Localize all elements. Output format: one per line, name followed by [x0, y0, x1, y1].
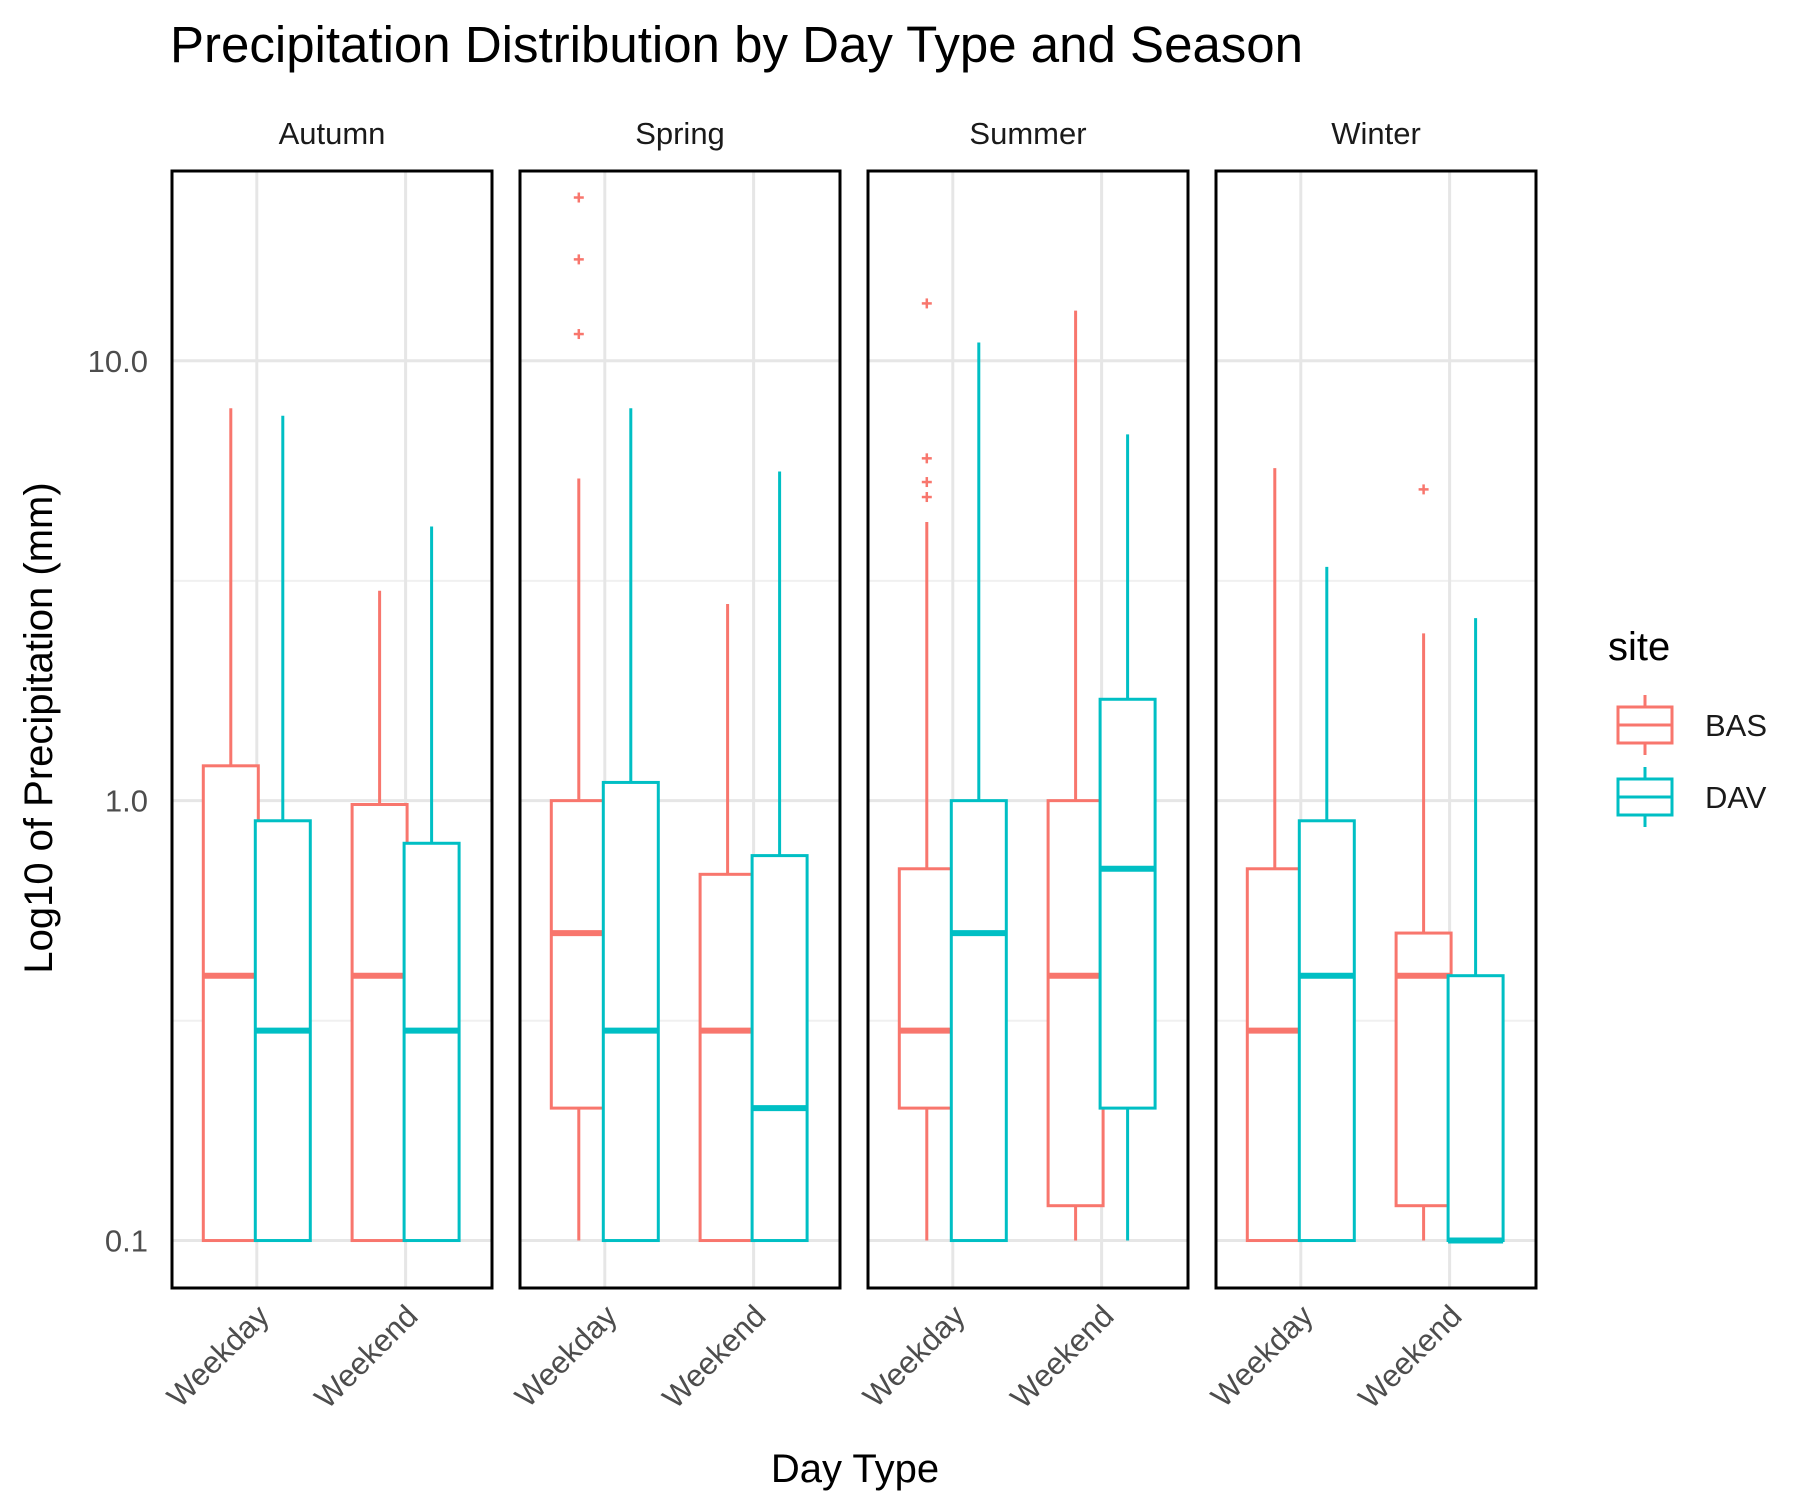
iqr-box	[201, 764, 260, 1243]
x-tick-label: Weekday	[856, 1298, 972, 1414]
box-dav-weekend	[750, 471, 809, 1243]
outlier-point	[921, 453, 932, 464]
iqr-box	[549, 799, 608, 1110]
x-tick-label: Weekday	[508, 1298, 624, 1414]
x-axis-label: Day Type	[771, 1447, 939, 1491]
y-tick-label: 1.0	[105, 784, 148, 819]
x-tick-label: Weekend	[1352, 1298, 1469, 1415]
iqr-box	[698, 872, 757, 1243]
box-bas-weekend	[1394, 484, 1453, 1241]
iqr-box	[1297, 819, 1356, 1243]
box-dav-weekend	[1446, 618, 1505, 1244]
panel-border	[170, 169, 494, 1290]
facet-label: Autumn	[279, 116, 386, 151]
iqr-box	[1098, 697, 1157, 1110]
outlier-point	[573, 329, 584, 340]
legend: site BAS DAV	[1608, 625, 1767, 827]
panel-border	[518, 169, 842, 1290]
y-tick-label: 10.0	[88, 344, 148, 379]
y-axis-label: Log10 of Precipitation (mm)	[17, 482, 61, 973]
facet-panel-winter: Winter Weekday Weekend	[1204, 116, 1538, 1415]
box-dav-weekday	[253, 415, 312, 1243]
outlier-point	[573, 192, 584, 203]
chart-title: Precipitation Distribution by Day Type a…	[170, 16, 1303, 73]
legend-title: site	[1608, 625, 1670, 669]
box-bas-weekend	[698, 603, 757, 1243]
outlier-point	[921, 492, 932, 503]
box-bas-weekday	[897, 298, 956, 1241]
legend-label: BAS	[1705, 708, 1767, 743]
box-bas-weekday	[201, 408, 260, 1243]
x-tick-label: Weekend	[656, 1298, 773, 1415]
facet-label: Summer	[969, 116, 1086, 151]
iqr-box	[350, 803, 409, 1243]
iqr-box	[897, 867, 956, 1110]
facets-layer: 0.1 1.0 10.0 Autumn Weekday Weekend Spring Week…	[88, 116, 1538, 1415]
legend-item-dav: DAV	[1616, 767, 1767, 827]
outlier-point	[573, 254, 584, 265]
outlier-point	[921, 298, 932, 309]
facet-label: Winter	[1331, 116, 1421, 151]
box-bas-weekday	[1245, 468, 1304, 1243]
iqr-box	[402, 841, 461, 1243]
facet-panel-autumn: Autumn Weekday Weekend	[160, 116, 494, 1415]
x-tick-label: Weekend	[1004, 1298, 1121, 1415]
iqr-box	[1245, 867, 1304, 1243]
box-bas-weekday	[549, 192, 608, 1241]
iqr-box	[1046, 799, 1105, 1208]
facet-panel-spring: Spring Weekday Weekend	[508, 116, 842, 1415]
x-tick-label: Weekday	[1204, 1298, 1320, 1414]
iqr-box	[601, 780, 660, 1243]
x-tick-label: Weekday	[160, 1298, 276, 1414]
facet-panel-summer: Summer Weekday Weekend	[856, 116, 1190, 1415]
box-dav-weekday	[601, 408, 660, 1243]
box-bas-weekend	[350, 590, 409, 1243]
legend-item-bas: BAS	[1616, 695, 1767, 755]
y-tick-label: 0.1	[105, 1224, 148, 1259]
outlier-point	[921, 477, 932, 488]
box-bas-weekend	[1046, 310, 1105, 1241]
box-dav-weekday	[1297, 566, 1356, 1243]
panel-border	[1214, 169, 1538, 1290]
iqr-box	[1446, 974, 1505, 1243]
iqr-box	[750, 854, 809, 1243]
facet-label: Spring	[635, 116, 725, 151]
box-dav-weekday	[949, 342, 1008, 1243]
panel-border	[866, 169, 1190, 1290]
box-dav-weekend	[402, 526, 461, 1243]
x-tick-label: Weekend	[308, 1298, 425, 1415]
legend-label: DAV	[1705, 780, 1767, 815]
outlier-point	[1418, 484, 1429, 495]
iqr-box	[949, 799, 1008, 1243]
box-dav-weekend	[1098, 434, 1157, 1241]
